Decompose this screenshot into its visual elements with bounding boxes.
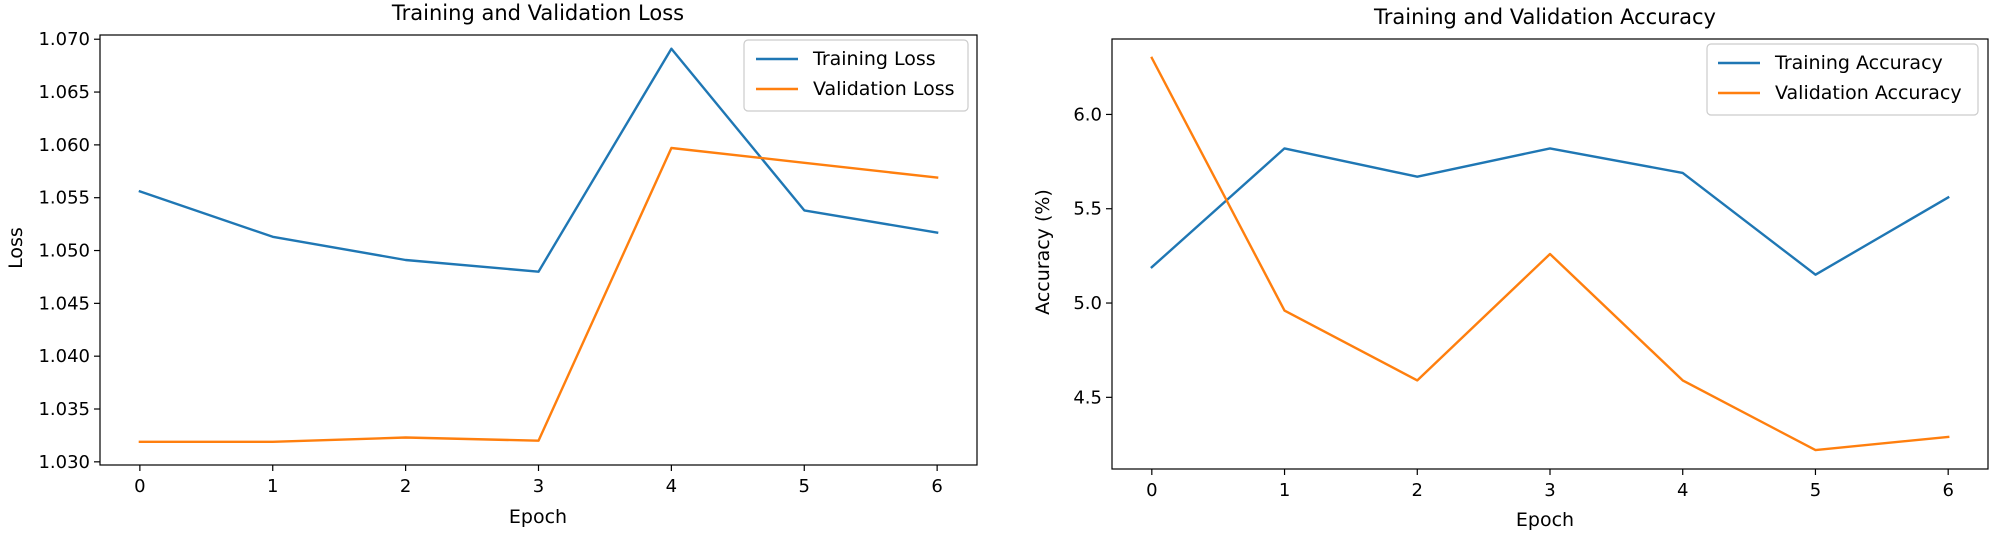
accuracy-chart-legend-box [1706, 43, 1979, 116]
accuracy-chart-series-line-validation [1150, 56, 1950, 452]
accuracy-chart-y-tick-label: 5.5 [1073, 199, 1102, 220]
loss-chart-x-tick-label: 4 [666, 476, 677, 497]
accuracy-chart-xlabel: Epoch [1516, 509, 1574, 531]
loss-chart-y-tick-label: 1.045 [38, 293, 90, 314]
loss-chart-legend-label-validation: Validation Loss [813, 78, 955, 100]
accuracy-chart-x-ticks: 0 1 2 3 4 5 6 [1146, 469, 1954, 501]
loss-chart-x-tick-label: 5 [799, 476, 810, 497]
loss-chart-y-tick-label: 1.065 [38, 82, 90, 103]
loss-chart-y-ticks: 1.030 1.035 1.040 1.045 1.050 1.055 1.060 1.065… [38, 29, 100, 473]
loss-chart-x-tick-label: 6 [931, 476, 942, 497]
accuracy-chart-lines [1150, 56, 1950, 452]
loss-chart-x-tick-label: 2 [400, 476, 411, 497]
accuracy-chart-y-tick-label: 6.0 [1073, 104, 1102, 125]
loss-chart-title: Training and Validation Loss [391, 1, 684, 25]
loss-chart-xlabel: Epoch [509, 506, 567, 528]
loss-chart-y-tick-label: 1.030 [38, 452, 90, 473]
accuracy-chart-title: Training and Validation Accuracy [1373, 5, 1716, 29]
accuracy-chart-x-tick-label: 3 [1544, 480, 1555, 501]
accuracy-chart-ylabel: Accuracy (%) [1032, 189, 1054, 315]
loss-chart-x-ticks: 0 1 2 3 4 5 6 [134, 465, 943, 497]
accuracy-chart: Training and Validation Accuracy Accurac… [1032, 5, 1989, 531]
accuracy-chart-x-tick-label: 2 [1412, 480, 1423, 501]
accuracy-chart-legend: Training Accuracy Validation Accuracy [1706, 43, 1979, 116]
accuracy-chart-legend-label-training: Training Accuracy [1774, 52, 1943, 74]
loss-chart-y-tick-label: 1.040 [38, 346, 90, 367]
loss-chart-y-tick-label: 1.070 [38, 29, 90, 50]
loss-chart-y-tick-label: 1.055 [38, 188, 90, 209]
accuracy-chart-legend-label-validation: Validation Accuracy [1775, 82, 1962, 104]
loss-chart-legend-box [743, 39, 969, 112]
loss-chart-lines [138, 47, 939, 443]
accuracy-chart-x-tick-label: 5 [1810, 480, 1821, 501]
loss-chart-legend: Training Loss Validation Loss [743, 39, 969, 112]
loss-chart-legend-label-training: Training Loss [812, 48, 936, 70]
loss-chart-axes-frame [99, 34, 978, 466]
loss-chart: Training and Validation Loss Loss Epoch … [5, 1, 978, 528]
loss-chart-y-tick-label: 1.035 [38, 399, 90, 420]
loss-chart-series-line-training [138, 47, 939, 273]
accuracy-chart-y-tick-label: 4.5 [1073, 387, 1102, 408]
accuracy-chart-x-tick-label: 6 [1942, 480, 1953, 501]
loss-chart-y-tick-label: 1.060 [38, 135, 90, 156]
accuracy-chart-axes-frame [1111, 38, 1989, 470]
loss-chart-ylabel: Loss [5, 227, 27, 269]
loss-chart-x-tick-label: 3 [533, 476, 544, 497]
accuracy-chart-y-ticks: 4.5 5.0 5.5 6.0 [1073, 104, 1112, 408]
loss-chart-x-tick-label: 1 [267, 476, 278, 497]
accuracy-chart-x-tick-label: 1 [1279, 480, 1290, 501]
accuracy-chart-y-tick-label: 5.0 [1073, 293, 1102, 314]
loss-chart-series-line-validation [138, 146, 939, 443]
accuracy-chart-series-line-training [1150, 147, 1950, 276]
accuracy-chart-x-tick-label: 0 [1146, 480, 1157, 501]
loss-chart-y-tick-label: 1.050 [38, 241, 90, 262]
accuracy-chart-x-tick-label: 4 [1677, 480, 1688, 501]
loss-chart-x-tick-label: 0 [134, 476, 145, 497]
